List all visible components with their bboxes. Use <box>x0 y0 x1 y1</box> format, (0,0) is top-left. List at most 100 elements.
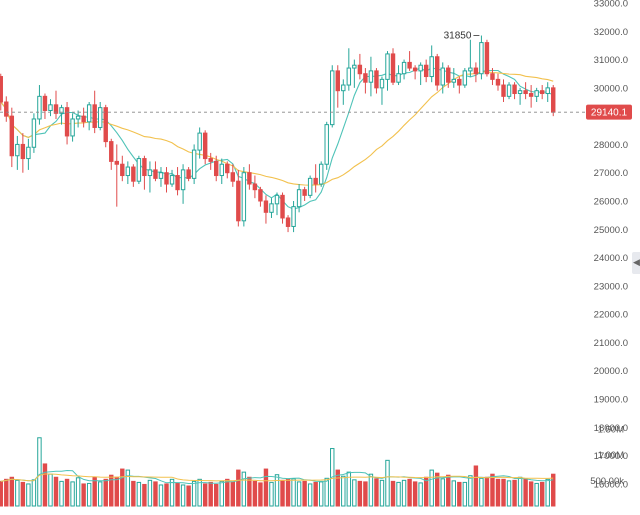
last-price-tag: 29140.1 <box>586 104 632 120</box>
volume-bar <box>479 477 484 507</box>
volume-bar <box>131 480 136 507</box>
volume-bar <box>197 478 202 507</box>
candle-body <box>64 107 70 137</box>
candle-body <box>280 194 285 219</box>
volume-bar <box>180 484 186 507</box>
volume-bar <box>401 479 407 507</box>
candle-body <box>4 101 9 117</box>
volume-bar <box>435 472 440 507</box>
volume-bar <box>545 478 550 507</box>
high-marker: 31850 <box>444 31 480 42</box>
candle-body <box>506 84 512 97</box>
volume-bar <box>446 474 451 507</box>
candle-body <box>291 206 296 227</box>
candle-body <box>302 189 307 196</box>
price-tick-label: 16000.0 <box>594 479 628 490</box>
volume-bar <box>258 482 263 507</box>
candle-body <box>37 95 42 120</box>
candle-body <box>318 163 324 185</box>
candle-body <box>468 67 473 72</box>
candle-body <box>103 107 108 143</box>
candle-body <box>401 61 407 75</box>
price-tick-label: 18000.0 <box>594 423 628 434</box>
candle-body <box>158 172 164 179</box>
price-tick-label: 33000.0 <box>594 0 628 10</box>
candle-body <box>307 177 313 196</box>
candle-body <box>368 70 374 83</box>
candle-body <box>147 169 153 177</box>
candle-body <box>114 160 119 165</box>
volume-bar <box>512 479 517 507</box>
price-tick-label: 26000.0 <box>594 197 628 208</box>
high-marker-label: 31850 <box>444 31 472 42</box>
volume-bar <box>169 478 175 507</box>
candle-body <box>379 78 385 89</box>
volume-bar <box>31 479 37 507</box>
candle-body <box>539 90 545 95</box>
candle-body <box>473 67 479 75</box>
volume-bar <box>125 469 131 507</box>
volume-bar <box>186 485 191 507</box>
candle-body <box>120 163 125 177</box>
price-tick-label: 31000.0 <box>594 55 628 66</box>
candle-body <box>451 78 457 83</box>
candle-body <box>142 158 147 177</box>
candle-body <box>31 118 37 148</box>
volume-bar <box>451 480 457 507</box>
volume-bar <box>551 473 556 507</box>
volume-bar <box>225 478 230 507</box>
candle-body <box>429 56 434 78</box>
volume-tick-label: 1.00M <box>598 450 624 461</box>
price-axis[interactable]: 33000.032000.031000.030000.029000.028000… <box>594 0 628 490</box>
volume-bar <box>147 479 153 507</box>
volume-bar <box>528 481 534 507</box>
volume-bar <box>86 482 92 507</box>
volume-bar <box>53 476 59 507</box>
candle-body <box>396 73 401 83</box>
candle-body <box>202 132 208 160</box>
candle-body <box>186 169 191 179</box>
volume-bar <box>296 481 302 507</box>
volume-bar <box>368 473 374 507</box>
volume-bar <box>517 476 523 507</box>
volume-bar <box>269 481 274 507</box>
chevron-left-icon[interactable]: ◀ <box>632 252 640 274</box>
candle-body <box>169 175 175 185</box>
volume-bar <box>307 483 313 507</box>
candle-body <box>164 172 169 185</box>
volume-bar <box>263 468 269 507</box>
volume-bar <box>462 481 468 507</box>
volume-bar <box>247 476 252 507</box>
volume-bar <box>59 480 64 507</box>
volume-bar <box>42 463 48 507</box>
candle-body <box>225 163 230 174</box>
candle-body <box>490 73 495 80</box>
candle-body <box>131 166 136 182</box>
volume-axis: 1.50M 1.00M 500.00k <box>590 425 624 487</box>
price-tick-label: 21000.0 <box>594 338 628 349</box>
candle-body <box>258 189 263 202</box>
volume-bar <box>390 480 396 507</box>
volume-bar <box>219 480 224 507</box>
price-tick-label: 17000.0 <box>594 451 628 462</box>
candle-body <box>86 104 92 123</box>
volume-pane <box>0 437 556 507</box>
volume-bar <box>274 474 280 507</box>
candle-body <box>97 107 103 128</box>
price-tick-label: 27000.0 <box>594 168 628 179</box>
price-tick-label: 32000.0 <box>594 27 628 38</box>
volume-bar <box>412 481 418 507</box>
volume-bar <box>4 478 9 507</box>
volume-bar <box>291 478 296 507</box>
price-tick-label: 25000.0 <box>594 225 628 236</box>
candle-body <box>42 95 48 111</box>
candle-body <box>296 189 302 208</box>
price-tick-label: 28000.0 <box>594 140 628 151</box>
volume-bar <box>97 481 103 507</box>
candle-body <box>20 143 26 160</box>
volume-bar <box>236 469 241 507</box>
candle-body <box>15 143 20 157</box>
candle-body <box>385 53 390 80</box>
